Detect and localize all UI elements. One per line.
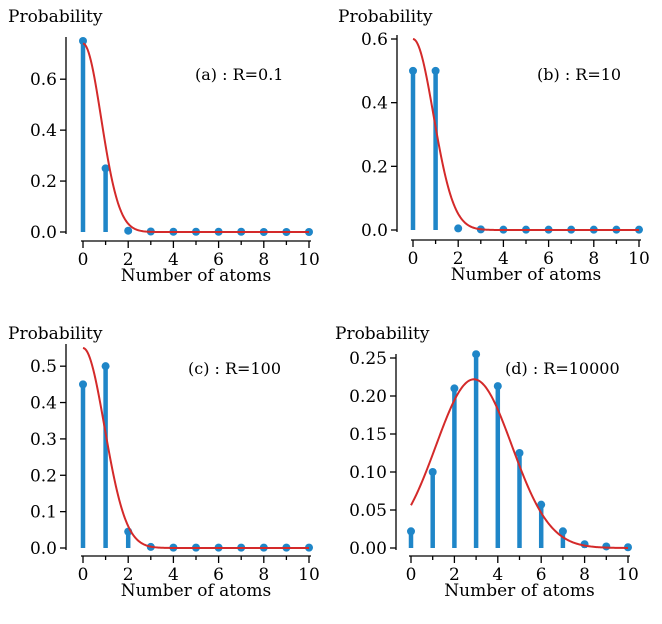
data-point [602, 542, 611, 551]
panel-2: Probability (c) : R=100 0.0 0.1 0.2 0.3 0.4 0.5… [8, 324, 320, 601]
data-point [493, 382, 502, 391]
y-tick-label: 0.4 [30, 121, 57, 141]
x-tick-label: 2 [123, 250, 134, 270]
x-axis-title: Number of atoms [121, 266, 271, 286]
x-tick-label: 4 [498, 249, 509, 269]
y-tick-label: 0.20 [349, 387, 387, 407]
y-tick-label: 0.00 [349, 539, 387, 559]
x-tick-label: 10 [298, 565, 320, 585]
data-point [431, 66, 440, 75]
data-point [79, 380, 87, 389]
x-tick-label: 10 [617, 565, 639, 585]
data-point [101, 164, 110, 173]
x-tick-label: 2 [453, 249, 464, 269]
y-tick-label: 0.5 [30, 357, 57, 377]
x-tick-label: 2 [449, 565, 460, 585]
x-tick-label: 6 [536, 565, 547, 585]
y-tick-label: 0.3 [30, 430, 57, 450]
fit-curve [410, 378, 629, 549]
y-tick-label: 0.4 [361, 94, 388, 114]
y-tick-label: 0.0 [30, 223, 57, 243]
panel-1: Probability (b) : R=10 0.0 0.2 0.4 0.6 0 2 4 6 8 10… [338, 7, 650, 285]
y-tick-label: 0.1 [30, 503, 57, 523]
x-axis-title: Number of atoms [121, 581, 271, 601]
x-tick-label: 6 [213, 565, 224, 585]
x-axis-title: Number of atoms [444, 581, 594, 601]
y-tick-label: 0.15 [349, 425, 387, 445]
data-point [79, 37, 87, 45]
y-tick-label: 0.4 [30, 394, 57, 414]
y-tick-label: 0.6 [30, 70, 57, 90]
x-tick-label: 8 [258, 565, 269, 585]
y-axis-title: Probability [335, 324, 430, 344]
y-tick-label: 0.2 [30, 172, 57, 192]
x-tick-label: 0 [78, 250, 89, 270]
fit-curve [412, 38, 639, 231]
x-tick-label: 6 [543, 249, 554, 269]
x-tick-label: 6 [213, 250, 224, 270]
data-point [450, 384, 459, 393]
x-tick-label: 0 [78, 565, 89, 585]
x-tick-label: 8 [579, 565, 590, 585]
x-tick-label: 8 [588, 249, 599, 269]
data-point [409, 66, 417, 75]
data-point [124, 226, 133, 235]
x-tick-label: 8 [258, 250, 269, 270]
x-tick-label: 10 [628, 249, 650, 269]
data-point [428, 468, 437, 476]
data-point [454, 224, 463, 233]
x-tick-label: 0 [406, 565, 417, 585]
y-tick-label: 0.2 [30, 466, 57, 486]
x-tick-label: 0 [408, 249, 419, 269]
panel-label: (b) : R=10 [537, 65, 621, 84]
x-tick-label: 10 [298, 250, 320, 270]
data-point [407, 527, 415, 536]
data-point [101, 362, 110, 371]
x-tick-label: 4 [492, 565, 503, 585]
fit-curve [82, 347, 309, 549]
y-tick-label: 0.05 [349, 501, 387, 521]
data-point [537, 500, 546, 509]
y-tick-label: 0.25 [349, 349, 387, 369]
x-tick-label: 2 [123, 565, 134, 585]
y-tick-label: 0.0 [361, 221, 388, 241]
data-point [515, 449, 524, 457]
y-tick-label: 0.6 [361, 30, 388, 50]
data-point [558, 527, 567, 536]
y-axis-title: Probability [8, 324, 103, 344]
x-tick-label: 4 [168, 250, 179, 270]
y-tick-label: 0.10 [349, 463, 387, 483]
panel-3: Probability (d) : R=10000 0.00 0.05 0.10 0.15… [335, 324, 639, 601]
y-tick-label: 0.0 [30, 539, 57, 559]
x-axis-title: Number of atoms [451, 265, 601, 285]
panel-label: (d) : R=10000 [505, 359, 620, 378]
data-point [472, 350, 481, 359]
fit-curve [82, 42, 309, 233]
panel-0: Probability (a) : R=0.1 0.0 0.2 0.4 0.6 0 2 4 6 8 1… [8, 7, 320, 286]
x-tick-label: 4 [168, 565, 179, 585]
y-axis-title: Probability [8, 7, 103, 27]
panel-label: (c) : R=100 [188, 359, 281, 378]
panel-label: (a) : R=0.1 [195, 65, 283, 84]
y-axis-title: Probability [338, 7, 433, 27]
y-tick-label: 0.2 [361, 157, 388, 177]
